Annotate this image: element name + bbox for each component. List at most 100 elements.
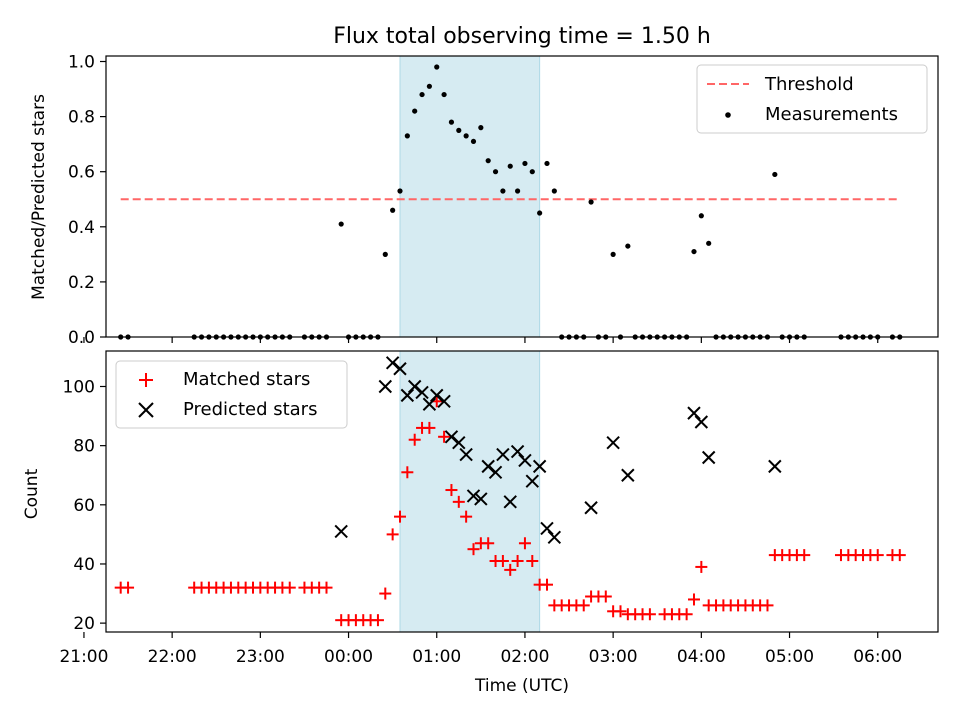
measurement-point (382, 251, 388, 257)
predicted-star-point (540, 521, 554, 536)
predicted-star-point (768, 459, 782, 474)
top-panel: Flux total observing time = 1.50 h 0.0 0.… (29, 24, 939, 348)
measurement-point (522, 160, 528, 167)
predicted-star-point (400, 388, 415, 403)
top-y-ticks: 0.0 0.2 0.4 0.6 0.8 1.0 (68, 53, 106, 348)
x-tick-label: 04:00 (677, 647, 726, 667)
top-plot-frame (105, 55, 939, 338)
matched-star-point (518, 537, 531, 550)
y-tick-label: 1.0 (68, 53, 95, 73)
predicted-star-point (532, 459, 547, 474)
chart-title: Flux total observing time = 1.50 h (333, 24, 711, 49)
measurement-point (478, 125, 484, 131)
measurement-point (463, 133, 469, 139)
matched-star-point (401, 466, 414, 479)
predicted-star-point (525, 474, 539, 488)
predicted-star-point (466, 489, 481, 503)
top-legend: Threshold Measurements (696, 64, 928, 134)
predicted-star-point (701, 450, 716, 465)
x-tick-label: 01:00 (412, 647, 461, 667)
top-x-ticks (83, 337, 879, 343)
measurement-point (434, 64, 440, 70)
measurement-point (419, 91, 425, 98)
y-tick-label: 100 (63, 377, 95, 397)
measurement-point (772, 171, 778, 178)
matched-star-point (467, 543, 480, 556)
x-tick-label: 21:00 (59, 647, 108, 667)
matched-star-point (438, 430, 451, 443)
measurement-point (610, 251, 616, 257)
predicted-star-point (385, 356, 400, 370)
measurement-point (514, 188, 521, 194)
matched-star-point (496, 555, 509, 568)
top-highlight-span (399, 55, 541, 338)
predicted-star-point (407, 379, 422, 394)
predicted-star-point (444, 430, 459, 444)
matched-star-point (320, 581, 333, 594)
matched-star-point (408, 433, 421, 446)
y-tick-label: 60 (73, 496, 95, 516)
y-tick-label: 20 (73, 614, 95, 634)
measurement-point (448, 119, 455, 125)
legend-matched-swatch (139, 373, 153, 387)
top-y-axis-label: Matched/Predicted stars (29, 94, 49, 300)
matched-star-point (460, 510, 473, 523)
predicted-star-point (430, 388, 444, 403)
matched-star-point (643, 608, 656, 621)
predicted-star-point (437, 394, 451, 408)
measurement-point (404, 133, 410, 139)
measurement-point (390, 207, 396, 213)
matched-star-point (504, 563, 517, 576)
matched-star-point (452, 495, 465, 508)
y-tick-label: 0.0 (68, 328, 95, 348)
predicted-star-point (459, 447, 473, 462)
bottom-x-ticks: 21:00 22:00 23:00 00:00 01:00 02:00 03:00 04:00… (59, 632, 902, 667)
matched-star-point (393, 510, 406, 523)
legend-threshold-label: Threshold (764, 74, 854, 95)
matched-star-point (283, 581, 296, 594)
predicted-star-point (378, 379, 393, 394)
matched-star-point (526, 555, 539, 568)
measurement-point (470, 138, 477, 145)
matched-star-point (599, 590, 612, 603)
measurement-point (706, 240, 712, 246)
matched-star-point (871, 549, 884, 562)
matched-star-point (445, 484, 458, 497)
measurement-point (507, 163, 513, 169)
predicted-star-point (415, 385, 429, 400)
x-tick-label: 22:00 (148, 647, 197, 667)
matched-star-point (122, 581, 135, 594)
x-tick-label: 03:00 (589, 647, 638, 667)
x-tick-label: 05:00 (765, 647, 814, 667)
matched-star-point (680, 608, 693, 621)
matched-star-point (798, 549, 811, 562)
predicted-star-point (694, 415, 709, 429)
predicted-star-point (452, 435, 466, 450)
x-tick-label: 06:00 (853, 647, 902, 667)
matched-star-point (761, 599, 774, 612)
y-tick-label: 0.2 (68, 273, 95, 293)
x-tick-label: 02:00 (500, 647, 549, 667)
x-axis-label: Time (UTC) (474, 676, 569, 696)
measurement-point (485, 158, 491, 164)
measurement-point (537, 210, 543, 216)
measurement-point (426, 83, 432, 89)
predicted-star-point (474, 492, 488, 506)
bottom-y-axis-label: Count (22, 468, 42, 519)
matched-star-point (577, 599, 590, 612)
matched-star-point (540, 578, 553, 591)
matched-star-point (371, 614, 384, 627)
y-tick-label: 0.4 (68, 218, 95, 238)
measurement-point (338, 221, 344, 227)
bottom-legend-box (115, 360, 348, 429)
measurement-point (588, 199, 594, 205)
predicted-star-point (510, 444, 525, 459)
predicted-star-point (422, 397, 437, 411)
y-tick-label: 0.8 (68, 108, 95, 128)
legend-predicted-label: Predicted stars (183, 399, 317, 420)
predicted-stars-series (334, 356, 782, 545)
y-tick-label: 80 (73, 437, 95, 457)
legend-measurements-label: Measurements (765, 104, 898, 125)
predicted-star-point (547, 530, 562, 545)
matched-star-point (893, 549, 906, 562)
